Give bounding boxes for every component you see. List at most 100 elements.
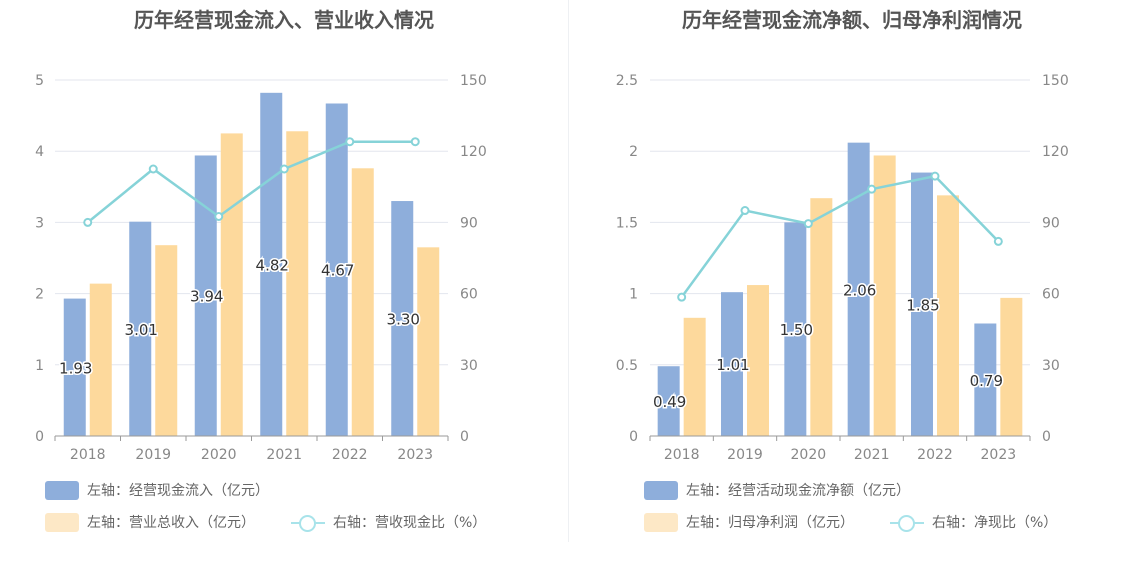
legend-item-revenue-cash-ratio[interactable]: 右轴：营收现金比（%） xyxy=(291,512,486,532)
y-right-tick-label: 0 xyxy=(1042,429,1051,445)
line-point xyxy=(740,206,750,216)
legend-swatch-revenue-cash-ratio xyxy=(291,513,325,532)
bar-value-label: 0.49 xyxy=(653,393,686,411)
y-right-tick-label: 60 xyxy=(1042,287,1060,303)
bar-net-cash-flow xyxy=(721,292,743,436)
legend-right: 左轴：经营活动现金流净额（亿元） 左轴：归母净利润（亿元） 右轴：净现比（%） xyxy=(644,480,1124,540)
bar-net-profit xyxy=(937,195,959,436)
legend-item-net-profit[interactable]: 左轴：归母净利润（亿元） xyxy=(644,512,854,532)
bar-value-label: 1.01 xyxy=(716,356,749,374)
bar-net-profit xyxy=(1000,297,1023,436)
line-point xyxy=(83,217,93,227)
line-point xyxy=(930,171,940,181)
bar-cash-inflow xyxy=(63,298,86,436)
chart-left-svg: 0 1 2 3 4 5 0 30 60 90 120 150 2018 2019 2020 2021 2022 2… xyxy=(35,73,487,463)
bar-net-profit xyxy=(747,285,769,436)
y-right-tick-label: 150 xyxy=(460,73,487,89)
y-right-tick-label: 150 xyxy=(1042,73,1069,89)
y-left-tick-label: 0 xyxy=(629,429,638,445)
x-tick-label: 2022 xyxy=(917,447,953,463)
bar-cash-inflow xyxy=(129,221,152,436)
legend-label-net-cash-flow: 左轴：经营活动现金流净额（亿元） xyxy=(686,483,910,499)
bar-net-cash-flow xyxy=(657,366,680,436)
line-point xyxy=(803,219,813,229)
bar-value-label: 0.79 xyxy=(970,372,1003,390)
y-left-tick-label: 4 xyxy=(35,144,44,160)
bar-cash-inflow xyxy=(260,92,283,436)
x-tick-label: 2019 xyxy=(135,447,171,463)
y-left-tick-label: 0 xyxy=(35,429,44,445)
y-left-tick-label: 0.5 xyxy=(616,358,638,374)
bar-net-profit xyxy=(873,155,896,437)
legend-label-net-cash-ratio: 右轴：净现比（%） xyxy=(932,515,1058,531)
chart-right-svg: 0 0.5 1 1.5 2 2.5 0 30 60 90 120 150 2018 2019 2020 202… xyxy=(616,73,1069,463)
bar-value-label: 4.67 xyxy=(321,262,354,280)
chart-title-right: 历年经营现金流净额、归母净利润情况 xyxy=(682,8,1022,32)
line-point xyxy=(867,184,877,194)
x-tick-label: 2022 xyxy=(332,447,368,463)
y-right-tick-label: 30 xyxy=(1042,358,1060,374)
line-point xyxy=(345,137,355,147)
line-point xyxy=(148,164,158,174)
panel-divider xyxy=(568,0,569,542)
y-left-tick-label: 1 xyxy=(629,287,638,303)
bar-revenue xyxy=(286,131,309,437)
legend-label-net-profit: 左轴：归母净利润（亿元） xyxy=(686,515,854,531)
y-right-tick-label: 30 xyxy=(460,358,478,374)
y-right-tick-label: 90 xyxy=(1042,215,1060,231)
x-tick-label: 2020 xyxy=(201,447,237,463)
x-tick-label: 2021 xyxy=(266,447,302,463)
y-left-tick-label: 1.5 xyxy=(616,215,638,231)
legend-label-revenue-cash-ratio: 右轴：营收现金比（%） xyxy=(333,515,487,531)
legend-left: 左轴：经营现金流入（亿元） 左轴：营业总收入（亿元） 右轴：营收现金比（%） xyxy=(45,480,565,540)
line-point xyxy=(279,164,289,174)
legend-swatch-cash-inflow xyxy=(45,480,79,500)
x-tick-label: 2018 xyxy=(664,447,700,463)
y-left-tick-label: 1 xyxy=(35,358,44,374)
y-left-tick-label: 2 xyxy=(35,287,44,303)
legend-swatch-net-cash-ratio xyxy=(890,513,924,532)
bar-cash-inflow xyxy=(194,155,217,437)
y-left-tick-label: 5 xyxy=(35,73,44,89)
chart-title-left: 历年经营现金流入、营业收入情况 xyxy=(134,8,434,32)
bar-net-profit xyxy=(683,317,706,436)
chart-panel-right: 历年经营现金流净额、归母净利润情况 0 0.5 1 1.5 2 2.5 0 30 60 90 120… xyxy=(570,0,1134,582)
bar-value-label: 1.85 xyxy=(906,296,939,314)
line-net-cash-ratio xyxy=(680,174,1000,298)
legend-swatch-net-profit xyxy=(644,512,678,532)
line-point xyxy=(214,211,224,221)
bar-revenue xyxy=(417,247,440,436)
legend-swatch-net-cash-flow xyxy=(644,480,678,500)
bar-net-cash-flow xyxy=(784,222,807,436)
x-tick-label: 2020 xyxy=(791,447,827,463)
y-right-tick-label: 120 xyxy=(460,144,487,160)
line-point xyxy=(410,137,420,147)
legend-item-net-cash-ratio[interactable]: 右轴：净现比（%） xyxy=(890,512,1057,532)
bar-cash-inflow xyxy=(325,103,348,436)
y-left-tick-label: 2.5 xyxy=(616,73,638,89)
bar-value-label: 2.06 xyxy=(843,281,876,299)
line-revenue-cash-ratio xyxy=(86,140,416,224)
legend-item-revenue[interactable]: 左轴：营业总收入（亿元） xyxy=(45,512,255,532)
bar-value-label: 3.94 xyxy=(190,288,223,306)
bar-revenue xyxy=(89,283,112,436)
y-right-tick-label: 120 xyxy=(1042,144,1069,160)
y-right-tick-label: 0 xyxy=(460,429,469,445)
bar-value-label: 3.01 xyxy=(125,321,158,339)
bar-value-label: 1.50 xyxy=(780,321,813,339)
bar-value-label: 4.82 xyxy=(256,256,289,274)
y-left-tick-label: 3 xyxy=(35,215,44,231)
bar-value-label: 1.93 xyxy=(59,359,92,377)
y-left-tick-label: 2 xyxy=(629,144,638,160)
bar-revenue xyxy=(351,168,374,436)
bar-cash-inflow xyxy=(391,201,414,436)
y-right-tick-label: 60 xyxy=(460,287,478,303)
legend-item-net-cash-flow[interactable]: 左轴：经营活动现金流净额（亿元） xyxy=(644,480,910,500)
x-tick-label: 2021 xyxy=(854,447,890,463)
y-right-tick-label: 90 xyxy=(460,215,478,231)
legend-label-revenue: 左轴：营业总收入（亿元） xyxy=(87,515,255,531)
legend-item-cash-inflow[interactable]: 左轴：经营现金流入（亿元） xyxy=(45,480,269,500)
bar-revenue xyxy=(155,245,178,436)
bar-net-profit xyxy=(810,198,833,436)
bar-value-label: 3.30 xyxy=(387,311,420,329)
